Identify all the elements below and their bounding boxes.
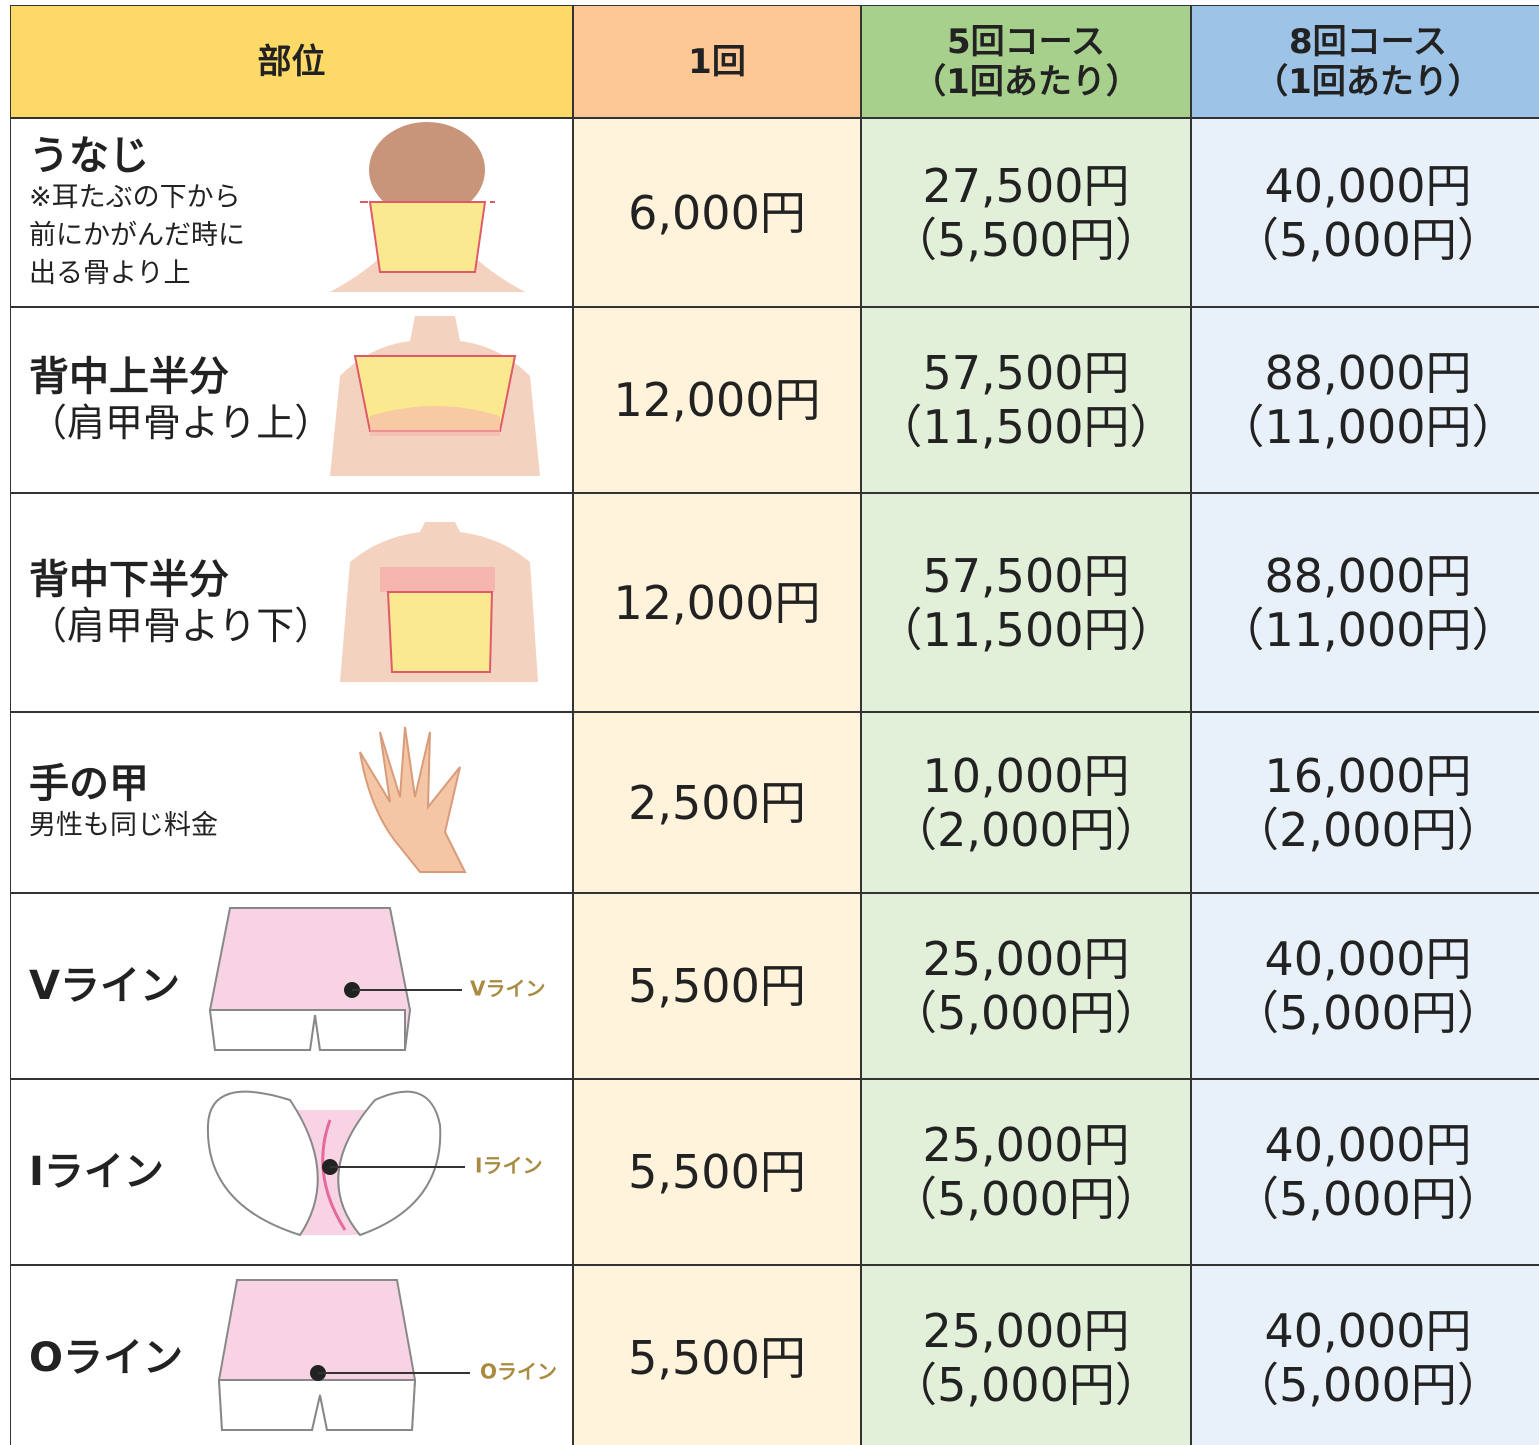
- price-cell: 25,000円 （5,000円）: [861, 893, 1191, 1079]
- price: （5,000円）: [891, 1172, 1161, 1226]
- price: 5,500円: [628, 1145, 806, 1199]
- header-cell: 1回: [573, 5, 861, 118]
- price: 25,000円: [922, 1303, 1130, 1358]
- price: 40,000円: [1264, 1118, 1472, 1172]
- neck-illustration: [330, 122, 525, 292]
- part-note: 前にかがんだ時に: [29, 219, 245, 251]
- price: （5,000円）: [1233, 986, 1503, 1040]
- price: 16,000円: [1264, 748, 1472, 803]
- part-name: 背中下半分: [29, 556, 229, 603]
- v-line-illustration: Vライン: [208, 907, 545, 1051]
- price-cell: 5,500円: [573, 893, 861, 1079]
- price: 12,000円: [613, 373, 821, 427]
- part-name: Oライン: [29, 1334, 184, 1381]
- price: 5,500円: [628, 1330, 806, 1385]
- price-cell: 88,000円 （11,000円）: [1191, 307, 1539, 493]
- price-cell: 40,000円 （5,000円）: [1191, 1079, 1539, 1265]
- price: （11,500円）: [876, 602, 1176, 657]
- part-note: （肩甲骨より下）: [29, 603, 333, 648]
- price: 40,000円: [1264, 932, 1472, 986]
- price-cell: 40,000円 （5,000円）: [1191, 1265, 1539, 1445]
- price: 57,500円: [922, 346, 1130, 400]
- price-cell: 2,500円: [573, 712, 861, 893]
- price: 40,000円: [1264, 158, 1472, 213]
- price: （2,000円）: [891, 802, 1161, 857]
- part-name: うなじ: [29, 132, 149, 179]
- header-text: 5回コース: [947, 21, 1105, 62]
- price-cell: 5,500円: [573, 1265, 861, 1445]
- price: 27,500円: [922, 158, 1130, 213]
- part-note: 男性も同じ料金: [29, 809, 218, 841]
- price: （2,000円）: [1233, 802, 1503, 857]
- part-name: Iライン: [29, 1149, 164, 1195]
- price: （5,000円）: [891, 986, 1161, 1040]
- price-cell: 27,500円 （5,500円）: [861, 118, 1191, 307]
- price-cell: 40,000円 （5,000円）: [1191, 118, 1539, 307]
- price: （11,000円）: [1218, 400, 1518, 454]
- price-cell: 16,000円 （2,000円）: [1191, 712, 1539, 893]
- part-name: 手の甲: [29, 760, 149, 807]
- price: 2,500円: [628, 775, 806, 830]
- illustration-label: Vライン: [470, 977, 545, 1001]
- part-name: Vライン: [29, 963, 180, 1009]
- price-cell: 10,000円 （2,000円）: [861, 712, 1191, 893]
- price: 5,500円: [628, 959, 806, 1013]
- price-cell: 12,000円: [573, 307, 861, 493]
- price-cell: 12,000円: [573, 493, 861, 712]
- price: 88,000円: [1264, 346, 1472, 400]
- price: 25,000円: [922, 932, 1130, 986]
- price-cell: 25,000円 （5,000円）: [861, 1265, 1191, 1445]
- price: 88,000円: [1264, 548, 1472, 603]
- price-cell: 5,500円: [573, 1079, 861, 1265]
- price-cell: 57,500円 （11,500円）: [861, 493, 1191, 712]
- price-cell: 88,000円 （11,000円）: [1191, 493, 1539, 712]
- price: 10,000円: [922, 748, 1130, 803]
- upper-back-illustration: [330, 316, 540, 476]
- illustration-label: Iライン: [475, 1154, 542, 1178]
- lower-back-illustration: [340, 522, 538, 682]
- header-text: （1回あたり）: [912, 61, 1140, 102]
- header-text: 部位: [257, 41, 326, 82]
- price: （5,500円）: [891, 212, 1161, 267]
- part-note: 出る骨より上: [29, 257, 191, 289]
- price: 12,000円: [613, 575, 821, 630]
- price: （5,000円）: [1233, 212, 1503, 267]
- header-text: 1回: [688, 41, 746, 82]
- part-note: ※耳たぶの下から: [29, 181, 241, 213]
- header-text: （1回あたり）: [1254, 61, 1482, 102]
- price-cell: 6,000円: [573, 118, 861, 307]
- hand-illustration: [359, 726, 467, 873]
- i-line-illustration: Iライン: [206, 1090, 542, 1237]
- price: （5,000円）: [1233, 1172, 1503, 1226]
- price: 6,000円: [628, 185, 806, 240]
- part-cell: 手の甲 男性も同じ料金: [10, 712, 573, 893]
- price-cell: 40,000円 （5,000円）: [1191, 893, 1539, 1079]
- part-name: 背中上半分: [29, 354, 229, 400]
- price: （11,500円）: [876, 400, 1176, 454]
- price: （5,000円）: [1233, 1357, 1503, 1412]
- price-cell: 25,000円 （5,000円）: [861, 1079, 1191, 1265]
- price: （11,000円）: [1218, 602, 1518, 657]
- header-cell: 8回コース （1回あたり）: [1191, 5, 1539, 118]
- illustration-label: Oライン: [480, 1360, 557, 1384]
- part-note: （肩甲骨より上）: [29, 401, 333, 445]
- o-line-illustration: Oライン: [217, 1279, 557, 1431]
- header-cell: 5回コース （1回あたり）: [861, 5, 1191, 118]
- price: （5,000円）: [891, 1357, 1161, 1412]
- header-text: 8回コース: [1289, 21, 1447, 62]
- price: 40,000円: [1264, 1303, 1472, 1358]
- price-cell: 57,500円 （11,500円）: [861, 307, 1191, 493]
- header-cell: 部位: [10, 5, 573, 118]
- price: 57,500円: [922, 548, 1130, 603]
- price: 25,000円: [922, 1118, 1130, 1172]
